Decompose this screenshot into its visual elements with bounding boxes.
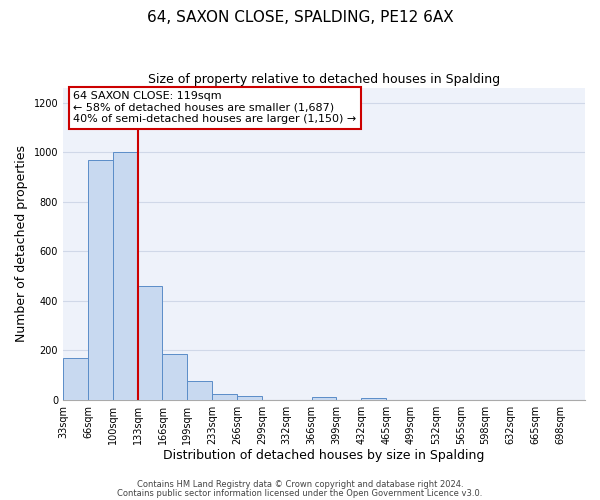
Title: Size of property relative to detached houses in Spalding: Size of property relative to detached ho… [148,72,500,86]
Text: 64, SAXON CLOSE, SPALDING, PE12 6AX: 64, SAXON CLOSE, SPALDING, PE12 6AX [146,10,454,25]
Text: 64 SAXON CLOSE: 119sqm
← 58% of detached houses are smaller (1,687)
40% of semi-: 64 SAXON CLOSE: 119sqm ← 58% of detached… [73,91,357,124]
Bar [311,397,337,400]
Bar [212,394,237,400]
Bar [187,381,212,400]
Bar [63,358,88,400]
Bar [163,354,187,400]
Bar [237,396,262,400]
X-axis label: Distribution of detached houses by size in Spalding: Distribution of detached houses by size … [163,450,485,462]
Y-axis label: Number of detached properties: Number of detached properties [15,146,28,342]
Bar [113,152,137,400]
Bar [88,160,113,400]
Text: Contains public sector information licensed under the Open Government Licence v3: Contains public sector information licen… [118,488,482,498]
Bar [361,398,386,400]
Text: Contains HM Land Registry data © Crown copyright and database right 2024.: Contains HM Land Registry data © Crown c… [137,480,463,489]
Bar [137,286,163,400]
